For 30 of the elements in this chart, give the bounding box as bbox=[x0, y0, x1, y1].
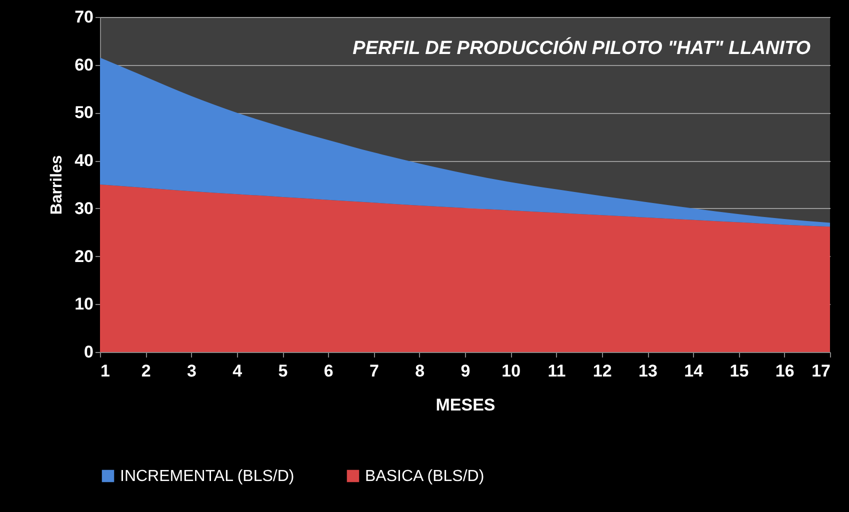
x-tick-label: 12 bbox=[592, 362, 612, 380]
y-tick-label: 0 bbox=[84, 342, 94, 362]
y-axis-title: Barriles bbox=[48, 155, 66, 215]
x-tick-label: 8 bbox=[415, 362, 425, 380]
y-tick-label: 20 bbox=[74, 246, 94, 266]
legend-label: INCREMENTAL (BLS/D) bbox=[120, 468, 294, 485]
x-tick-label: 2 bbox=[141, 362, 151, 380]
x-tick-label: 1 bbox=[100, 362, 110, 380]
x-tick-label: 9 bbox=[460, 362, 470, 380]
x-tick-label: 7 bbox=[370, 362, 379, 380]
y-tick-label: 10 bbox=[74, 294, 94, 314]
y-tick-label: 40 bbox=[74, 151, 94, 170]
y-tick-label: 30 bbox=[74, 198, 94, 218]
x-axis-title: MESES bbox=[436, 396, 496, 414]
x-tick-label: 13 bbox=[638, 362, 658, 380]
x-tick-label: 10 bbox=[502, 362, 521, 380]
y-tick-label: 50 bbox=[74, 103, 94, 122]
x-tick-label: 4 bbox=[232, 362, 243, 380]
x-tick-label: 11 bbox=[548, 362, 566, 380]
legend-label: BASICA (BLS/D) bbox=[365, 468, 484, 485]
x-tick-label: 17 bbox=[812, 362, 830, 380]
text: PERFIL DE PRODUCCIÓN PILOTO "HAT" LLANITO bbox=[352, 37, 811, 59]
x-tick-label: 5 bbox=[278, 362, 288, 380]
y-tick-label: 70 bbox=[74, 8, 94, 26]
x-tick-label: 16 bbox=[775, 362, 794, 380]
y-tick-label: 60 bbox=[74, 55, 94, 74]
x-tick-label: 3 bbox=[187, 362, 196, 380]
x-tick-label: 14 bbox=[684, 362, 704, 380]
x-tick-label: 15 bbox=[730, 362, 749, 380]
x-tick-label: 6 bbox=[324, 362, 334, 380]
